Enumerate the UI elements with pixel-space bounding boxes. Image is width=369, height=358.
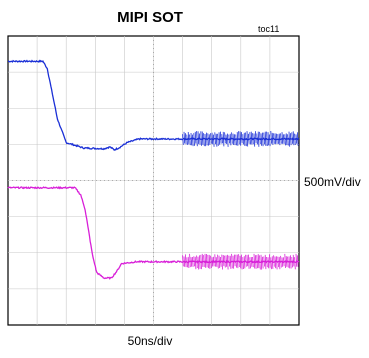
chart-title: MIPI SOT [117,9,183,26]
y-scale-label: 500mV/div [304,175,361,189]
trace-noise-series-1 [182,130,299,147]
trace-group [7,59,300,280]
trace-noise-series-2 [182,253,299,270]
scope-grid [8,36,299,325]
figure-tag: toc11 [258,24,280,34]
trace-series-2 [7,185,300,280]
x-scale-label: 50ns/div [127,334,173,348]
